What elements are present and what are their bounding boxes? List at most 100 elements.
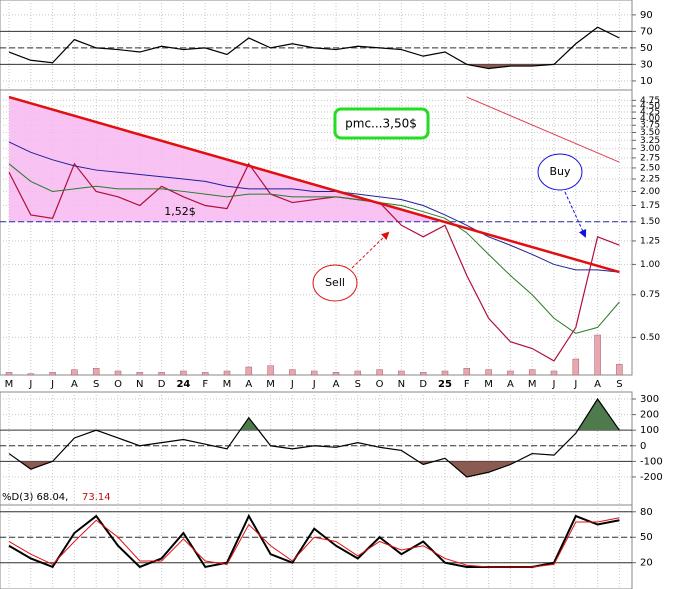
volume-bar bbox=[180, 370, 187, 376]
y-tick-label: 2.00 bbox=[640, 187, 660, 197]
x-tick-label: J bbox=[290, 379, 294, 390]
note-box-text: pmc...3,50$ bbox=[345, 117, 417, 131]
volume-bar bbox=[616, 364, 623, 376]
y-tick-label: 3.50 bbox=[640, 128, 660, 138]
x-tick-label: A bbox=[71, 379, 78, 390]
sell-arrow bbox=[351, 231, 390, 269]
x-tick-label: A bbox=[507, 379, 514, 390]
y-tick-label: 4.75 bbox=[640, 96, 660, 106]
panel-frame bbox=[0, 0, 633, 91]
volume-bar bbox=[507, 370, 514, 376]
y-tick-label: -200 bbox=[640, 472, 663, 483]
y-tick-label: 1.50 bbox=[640, 217, 660, 227]
y-tick-label: 80 bbox=[640, 507, 653, 518]
y-tick-label: 30 bbox=[640, 59, 653, 70]
x-tick-label: J bbox=[552, 379, 556, 390]
volume-bar bbox=[92, 368, 100, 376]
price-note: 1,52$ bbox=[164, 205, 196, 218]
volume-bar bbox=[267, 365, 274, 376]
y-tick-label: 300 bbox=[640, 394, 659, 405]
y-tick-label: 3.25 bbox=[640, 136, 660, 146]
threshold-fill bbox=[9, 461, 620, 477]
note-box bbox=[333, 107, 430, 140]
x-tick-label: F bbox=[464, 379, 470, 390]
y-tick-label: 50 bbox=[640, 43, 653, 54]
x-tick-label: 24 bbox=[176, 379, 190, 390]
volume-bar bbox=[310, 370, 318, 376]
x-tick-label: S bbox=[616, 379, 622, 390]
x-tick-label: M bbox=[484, 379, 493, 390]
volume-bar bbox=[5, 372, 13, 376]
panel-frame bbox=[0, 391, 633, 506]
indicator-header: %D(3) 68.04, bbox=[2, 492, 68, 503]
x-tick-label: O bbox=[114, 379, 122, 390]
x-tick-label: J bbox=[28, 379, 32, 390]
y-tick-label: 2.50 bbox=[640, 163, 660, 173]
y-tick-label: 3.00 bbox=[640, 144, 660, 154]
y-tick-label: 1.75 bbox=[640, 201, 660, 211]
y-tick-label: 3.75 bbox=[640, 121, 660, 131]
x-tick-label: N bbox=[136, 379, 143, 390]
y-tick-label: 1.25 bbox=[640, 236, 660, 246]
volume-bar bbox=[354, 370, 362, 376]
volume-bar bbox=[114, 370, 122, 376]
volume-bar bbox=[27, 373, 35, 376]
y-tick-label: 100 bbox=[640, 425, 659, 436]
y-tick-label: -100 bbox=[640, 456, 663, 467]
y-tick-label: 0 bbox=[640, 441, 646, 452]
volume-bar bbox=[463, 368, 471, 376]
volume-bar bbox=[419, 372, 427, 376]
x-tick-label: 25 bbox=[438, 379, 452, 390]
series-line bbox=[8, 163, 620, 334]
x-tick-label: J bbox=[573, 379, 577, 390]
volume-bar bbox=[594, 334, 601, 376]
buy-arrow bbox=[564, 191, 587, 238]
buy-label: Buy bbox=[549, 165, 571, 178]
volume-bar bbox=[398, 370, 405, 376]
x-tick-label: A bbox=[245, 379, 252, 390]
volume-bar bbox=[136, 372, 144, 376]
y-tick-label: 1.00 bbox=[640, 260, 660, 270]
y-tick-label: 2.25 bbox=[640, 175, 660, 185]
series-line bbox=[8, 397, 620, 478]
threshold-fill bbox=[9, 64, 620, 69]
sell-label: Sell bbox=[325, 276, 345, 289]
volume-bar bbox=[245, 366, 253, 376]
x-tick-label: S bbox=[355, 379, 361, 390]
volume-bar bbox=[550, 370, 558, 376]
x-tick-label: M bbox=[5, 379, 14, 390]
threshold-fill bbox=[240, 399, 620, 431]
x-tick-label: D bbox=[158, 379, 166, 390]
y-tick-label: 90 bbox=[640, 10, 653, 21]
y-tick-label: 50 bbox=[640, 532, 653, 543]
plot: 90 70 50 30 10 0.50 0.75 1.00 1.25 1.50 1.75 2.00 2.… bbox=[0, 10, 663, 569]
series-line bbox=[466, 96, 620, 163]
x-tick-label: S bbox=[93, 379, 99, 390]
x-tick-label: M bbox=[223, 379, 232, 390]
annotations: pmc...3,50$ 1,52$ Sell Buy bbox=[164, 107, 587, 302]
y-tick-label: 200 bbox=[640, 410, 659, 421]
series-line bbox=[8, 26, 620, 70]
y-tick-label: 10 bbox=[640, 76, 653, 87]
volume-bar bbox=[485, 369, 492, 376]
panel-frame bbox=[0, 504, 633, 589]
indicator-header-value: 73.14 bbox=[82, 492, 111, 503]
x-tick-label: J bbox=[312, 379, 316, 390]
y-tick-label: 0.75 bbox=[640, 290, 660, 300]
series-line bbox=[8, 162, 620, 362]
series-line bbox=[8, 517, 620, 568]
volume-bar bbox=[376, 369, 383, 376]
volume-bar bbox=[289, 369, 296, 376]
series-line bbox=[8, 95, 620, 274]
x-tick-label: N bbox=[398, 379, 405, 390]
y-tick-label: 2.75 bbox=[640, 153, 660, 163]
x-tick-label: A bbox=[333, 379, 340, 390]
y-tick-label: 70 bbox=[640, 26, 653, 37]
y-tick-label: 0.50 bbox=[640, 333, 660, 343]
x-tick-label: M bbox=[528, 379, 537, 390]
volume-bar bbox=[332, 372, 340, 376]
x-tick-label: J bbox=[50, 379, 54, 390]
volume-bar bbox=[71, 369, 78, 376]
y-tick-label: 4.25 bbox=[640, 108, 660, 118]
